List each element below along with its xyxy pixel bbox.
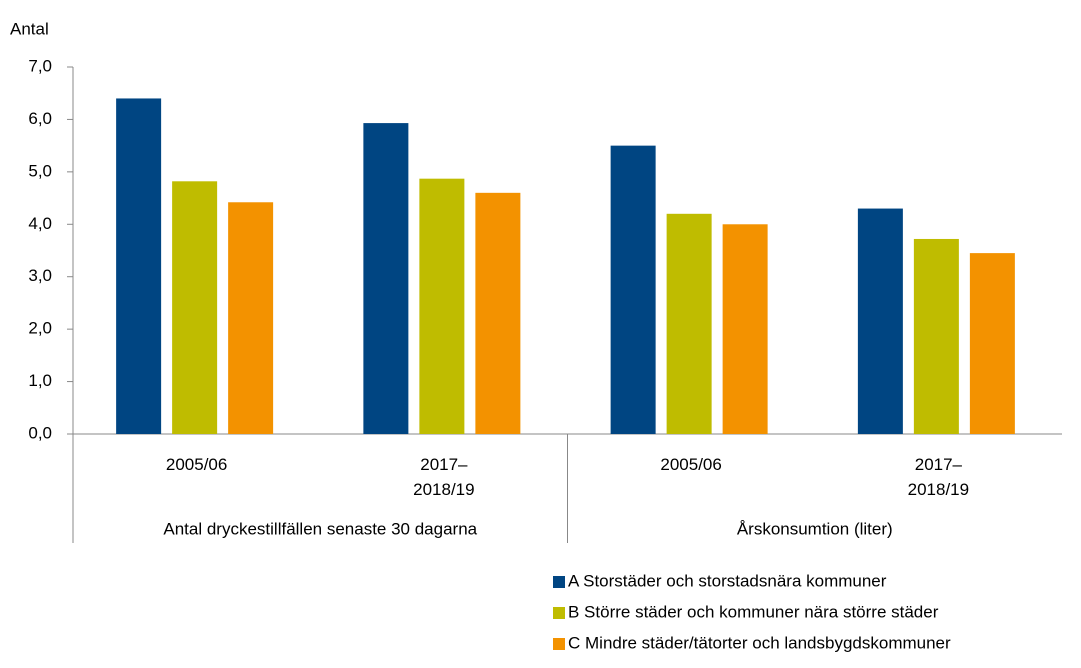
bar — [172, 181, 218, 434]
bar — [969, 253, 1015, 434]
y-tick-label: 4,0 — [28, 214, 52, 233]
x-tick-label: 2017–2018/19 — [413, 455, 475, 499]
y-tick-label: 5,0 — [28, 161, 52, 180]
y-tick-label: 3,0 — [28, 266, 52, 285]
y-axis-label: Antal — [10, 19, 49, 38]
bar — [857, 208, 903, 434]
bar — [475, 192, 521, 434]
bar — [610, 145, 656, 434]
category-group-label: Antal dryckestillfällen senaste 30 dagar… — [163, 519, 477, 538]
x-tick-label: 2017–2018/19 — [907, 455, 970, 499]
bar — [228, 202, 274, 434]
y-tick-label: 2,0 — [28, 319, 52, 338]
bar — [363, 123, 409, 434]
bar — [666, 213, 712, 434]
legend-label: C Mindre städer/tätorter och landsbygdsk… — [568, 633, 951, 652]
y-tick-label: 6,0 — [28, 109, 52, 128]
bar — [722, 224, 768, 434]
x-tick-label: 2005/06 — [660, 455, 722, 474]
y-tick-label: 1,0 — [28, 371, 52, 390]
legend-label: A Storstäder och storstadsnära kommuner — [568, 571, 887, 590]
bar — [419, 178, 465, 434]
legend-swatch — [553, 576, 565, 588]
y-tick-label: 7,0 — [28, 56, 52, 75]
y-tick-label: 0,0 — [28, 423, 52, 442]
x-tick-label: 2005/06 — [165, 455, 228, 474]
category-group-label: Årskonsumtion (liter) — [737, 519, 893, 538]
bar — [913, 238, 959, 434]
legend-label: B Större städer och kommuner nära större… — [568, 602, 939, 621]
legend-swatch — [553, 638, 565, 650]
bar — [116, 98, 162, 434]
legend-swatch — [553, 607, 565, 619]
